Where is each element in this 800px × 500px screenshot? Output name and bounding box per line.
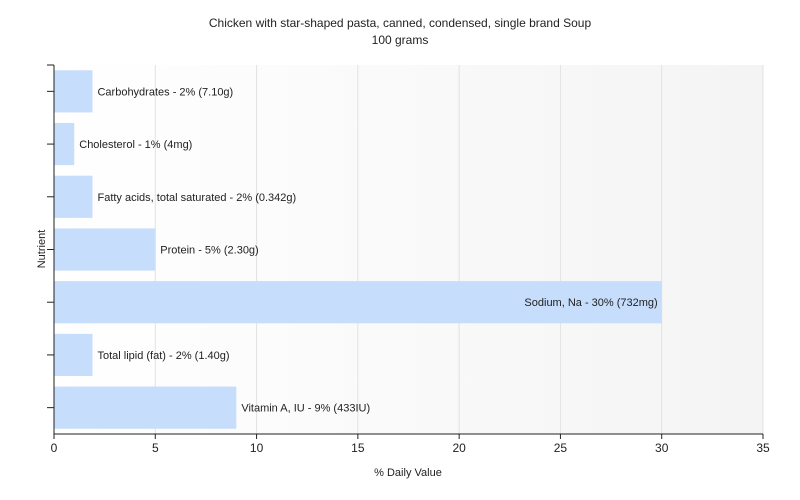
bar-0 bbox=[54, 70, 93, 113]
bar-label-3: Protein - 5% (2.30g) bbox=[160, 245, 258, 257]
bar-label-2: Fatty acids, total saturated - 2% (0.342… bbox=[97, 192, 296, 204]
bar-3 bbox=[54, 228, 156, 271]
x-tick-label-7: 35 bbox=[756, 441, 770, 455]
axes: 0 5 10 15 20 25 30 35 bbox=[47, 64, 770, 455]
bar-4 bbox=[54, 281, 662, 324]
plot-area bbox=[54, 65, 763, 434]
bar-label-5: Total lipid (fat) - 2% (1.40g) bbox=[97, 350, 229, 362]
y-axis-title: Nutrient bbox=[36, 230, 48, 269]
bar-label-0: Carbohydrates - 2% (7.10g) bbox=[97, 86, 233, 98]
bar-label-6: Vitamin A, IU - 9% (433IU) bbox=[241, 403, 370, 415]
bar-5 bbox=[54, 333, 93, 377]
bar-1 bbox=[54, 122, 75, 166]
grid-lines bbox=[154, 65, 764, 434]
chart-title: Chicken with star-shaped pasta, canned, … bbox=[209, 16, 592, 30]
bars: Carbohydrates - 2% (7.10g) Cholesterol - … bbox=[54, 70, 662, 429]
x-tick-label-5: 25 bbox=[554, 441, 568, 455]
x-tick-label-2: 10 bbox=[250, 441, 264, 455]
bar-2 bbox=[54, 175, 93, 218]
chart-subtitle: 100 grams bbox=[372, 33, 429, 47]
bar-label-4: Sodium, Na - 30% (732mg) bbox=[524, 297, 657, 309]
bar-6 bbox=[54, 386, 237, 429]
x-tick-label-0: 0 bbox=[51, 441, 58, 455]
x-tick-label-4: 20 bbox=[452, 441, 466, 455]
x-tick-label-3: 15 bbox=[351, 441, 365, 455]
x-tick-label-6: 30 bbox=[655, 441, 669, 455]
bar-label-1: Cholesterol - 1% (4mg) bbox=[79, 139, 192, 151]
x-tick-label-1: 5 bbox=[152, 441, 159, 455]
x-axis-title: % Daily Value bbox=[374, 467, 442, 479]
